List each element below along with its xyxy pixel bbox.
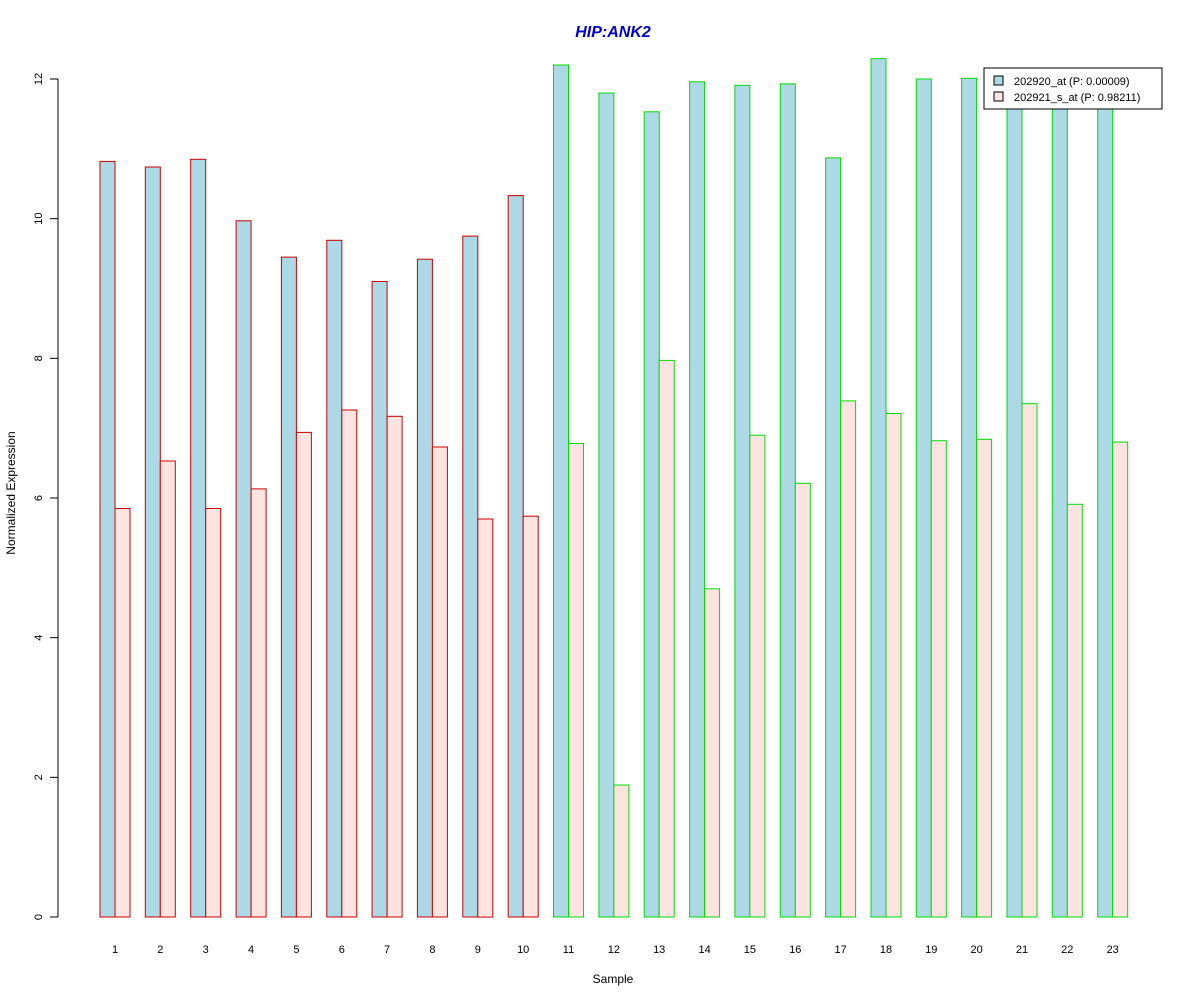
bar-202920-at (643, 111, 660, 918)
x-tick-label: 2 (157, 944, 163, 956)
bar-202920-at (734, 84, 751, 918)
x-tick-label: 10 (517, 944, 529, 956)
bar-202920-at (779, 83, 796, 918)
x-tick-label: 11 (563, 944, 574, 956)
bar-202920-at (326, 239, 343, 918)
bar-202920-at (416, 258, 433, 918)
x-tick-label: 5 (293, 944, 299, 956)
bar-202921-s-at (613, 784, 630, 918)
legend: 202920_at (P: 0.00009) 202921_s_at (P: 0… (983, 67, 1163, 110)
bar-202921-s-at (840, 400, 857, 918)
bar-202921-s-at (431, 446, 448, 918)
x-tick-label: 23 (1107, 944, 1119, 956)
bar-202920-at (870, 58, 887, 918)
x-tick-label: 15 (744, 944, 756, 956)
legend-swatch-2 (993, 91, 1004, 102)
x-tick-label: 6 (339, 944, 345, 956)
y-tick-label: 2 (33, 774, 45, 780)
x-tick-label: 19 (925, 944, 937, 956)
x-tick-label: 12 (608, 944, 620, 956)
x-tick-label: 17 (834, 944, 846, 956)
x-tick-label: 3 (203, 944, 209, 956)
legend-label-2: 202921_s_at (P: 0.98211) (1014, 92, 1140, 104)
legend-swatch-1 (993, 75, 1004, 86)
bar-202921-s-at (295, 431, 312, 918)
x-tick-label: 1 (112, 944, 118, 956)
x-tick-label: 9 (475, 944, 481, 956)
bar-202920-at (689, 81, 706, 918)
x-tick-label: 13 (653, 944, 665, 956)
bar-202920-at (961, 77, 978, 918)
y-axis: 0 2 4 6 8 10 12 (33, 73, 59, 920)
bar-202921-s-at (1021, 403, 1038, 918)
bar-202920-at (99, 160, 116, 918)
bar-202920-at (825, 157, 842, 918)
y-tick-label: 10 (33, 213, 45, 225)
x-tick-label: 4 (248, 944, 254, 956)
x-tick-label: 22 (1061, 944, 1073, 956)
x-tick-label: 21 (1016, 944, 1028, 956)
bar-202920-at (1051, 106, 1068, 918)
bar-202920-at (280, 256, 297, 918)
x-tick-label: 14 (698, 944, 710, 956)
y-tick-label: 6 (33, 495, 45, 501)
bar-202921-s-at (930, 440, 947, 918)
y-tick-label: 12 (33, 73, 45, 85)
bar-202921-s-at (568, 443, 584, 918)
bar-202920-at (915, 78, 932, 918)
bar-202921-s-at (205, 508, 222, 918)
x-tick-label: 20 (970, 944, 982, 956)
x-tick-label: 16 (789, 944, 801, 956)
bar-202921-s-at (522, 515, 539, 918)
bar-202921-s-at (114, 508, 131, 918)
chart-title: HIP:ANK2 (575, 24, 651, 41)
bar-202920-at (553, 64, 569, 918)
bar-202921-s-at (1112, 441, 1129, 918)
bar-202920-at (144, 166, 161, 918)
bar-202921-s-at (341, 409, 358, 918)
bar-202921-s-at (658, 359, 675, 918)
bar-202920-at (598, 92, 615, 918)
bar-202921-s-at (749, 434, 766, 918)
y-tick-label: 8 (33, 355, 45, 361)
bar-202920-at (235, 220, 252, 918)
bar-202920-at (462, 235, 479, 918)
bar-202921-s-at (159, 460, 176, 918)
bar-202921-s-at (477, 518, 494, 918)
bar-202921-s-at (794, 482, 811, 918)
bar-202921-s-at (250, 488, 267, 918)
bars-group (99, 58, 1129, 918)
x-tick-label: 18 (880, 944, 892, 956)
x-axis-label: Sample (593, 972, 634, 986)
x-tick-label: 8 (429, 944, 435, 956)
bar-202921-s-at (976, 438, 993, 918)
bar-202921-s-at (386, 415, 403, 918)
x-tick-labels: 1 2 3 4 5 6 7 8 9 10 11 12 13 14 15 16 17 18 19 20 21 22 23 (112, 944, 1119, 956)
bar-202921-s-at (704, 588, 721, 918)
y-tick-label: 4 (33, 635, 45, 641)
bar-202920-at (371, 281, 388, 918)
legend-label-1: 202920_at (P: 0.00009) (1014, 76, 1130, 88)
bar-202921-s-at (885, 413, 902, 918)
bar-202920-at (1097, 106, 1114, 918)
legend-box (983, 67, 1163, 110)
y-axis-label: Normalized Expression (4, 431, 18, 554)
bar-202920-at (1006, 106, 1023, 918)
bar-202920-at (190, 158, 207, 918)
bar-202920-at (507, 195, 524, 918)
bar-202921-s-at (1066, 503, 1083, 918)
y-tick-label: 0 (33, 914, 45, 920)
x-tick-label: 7 (384, 944, 390, 956)
